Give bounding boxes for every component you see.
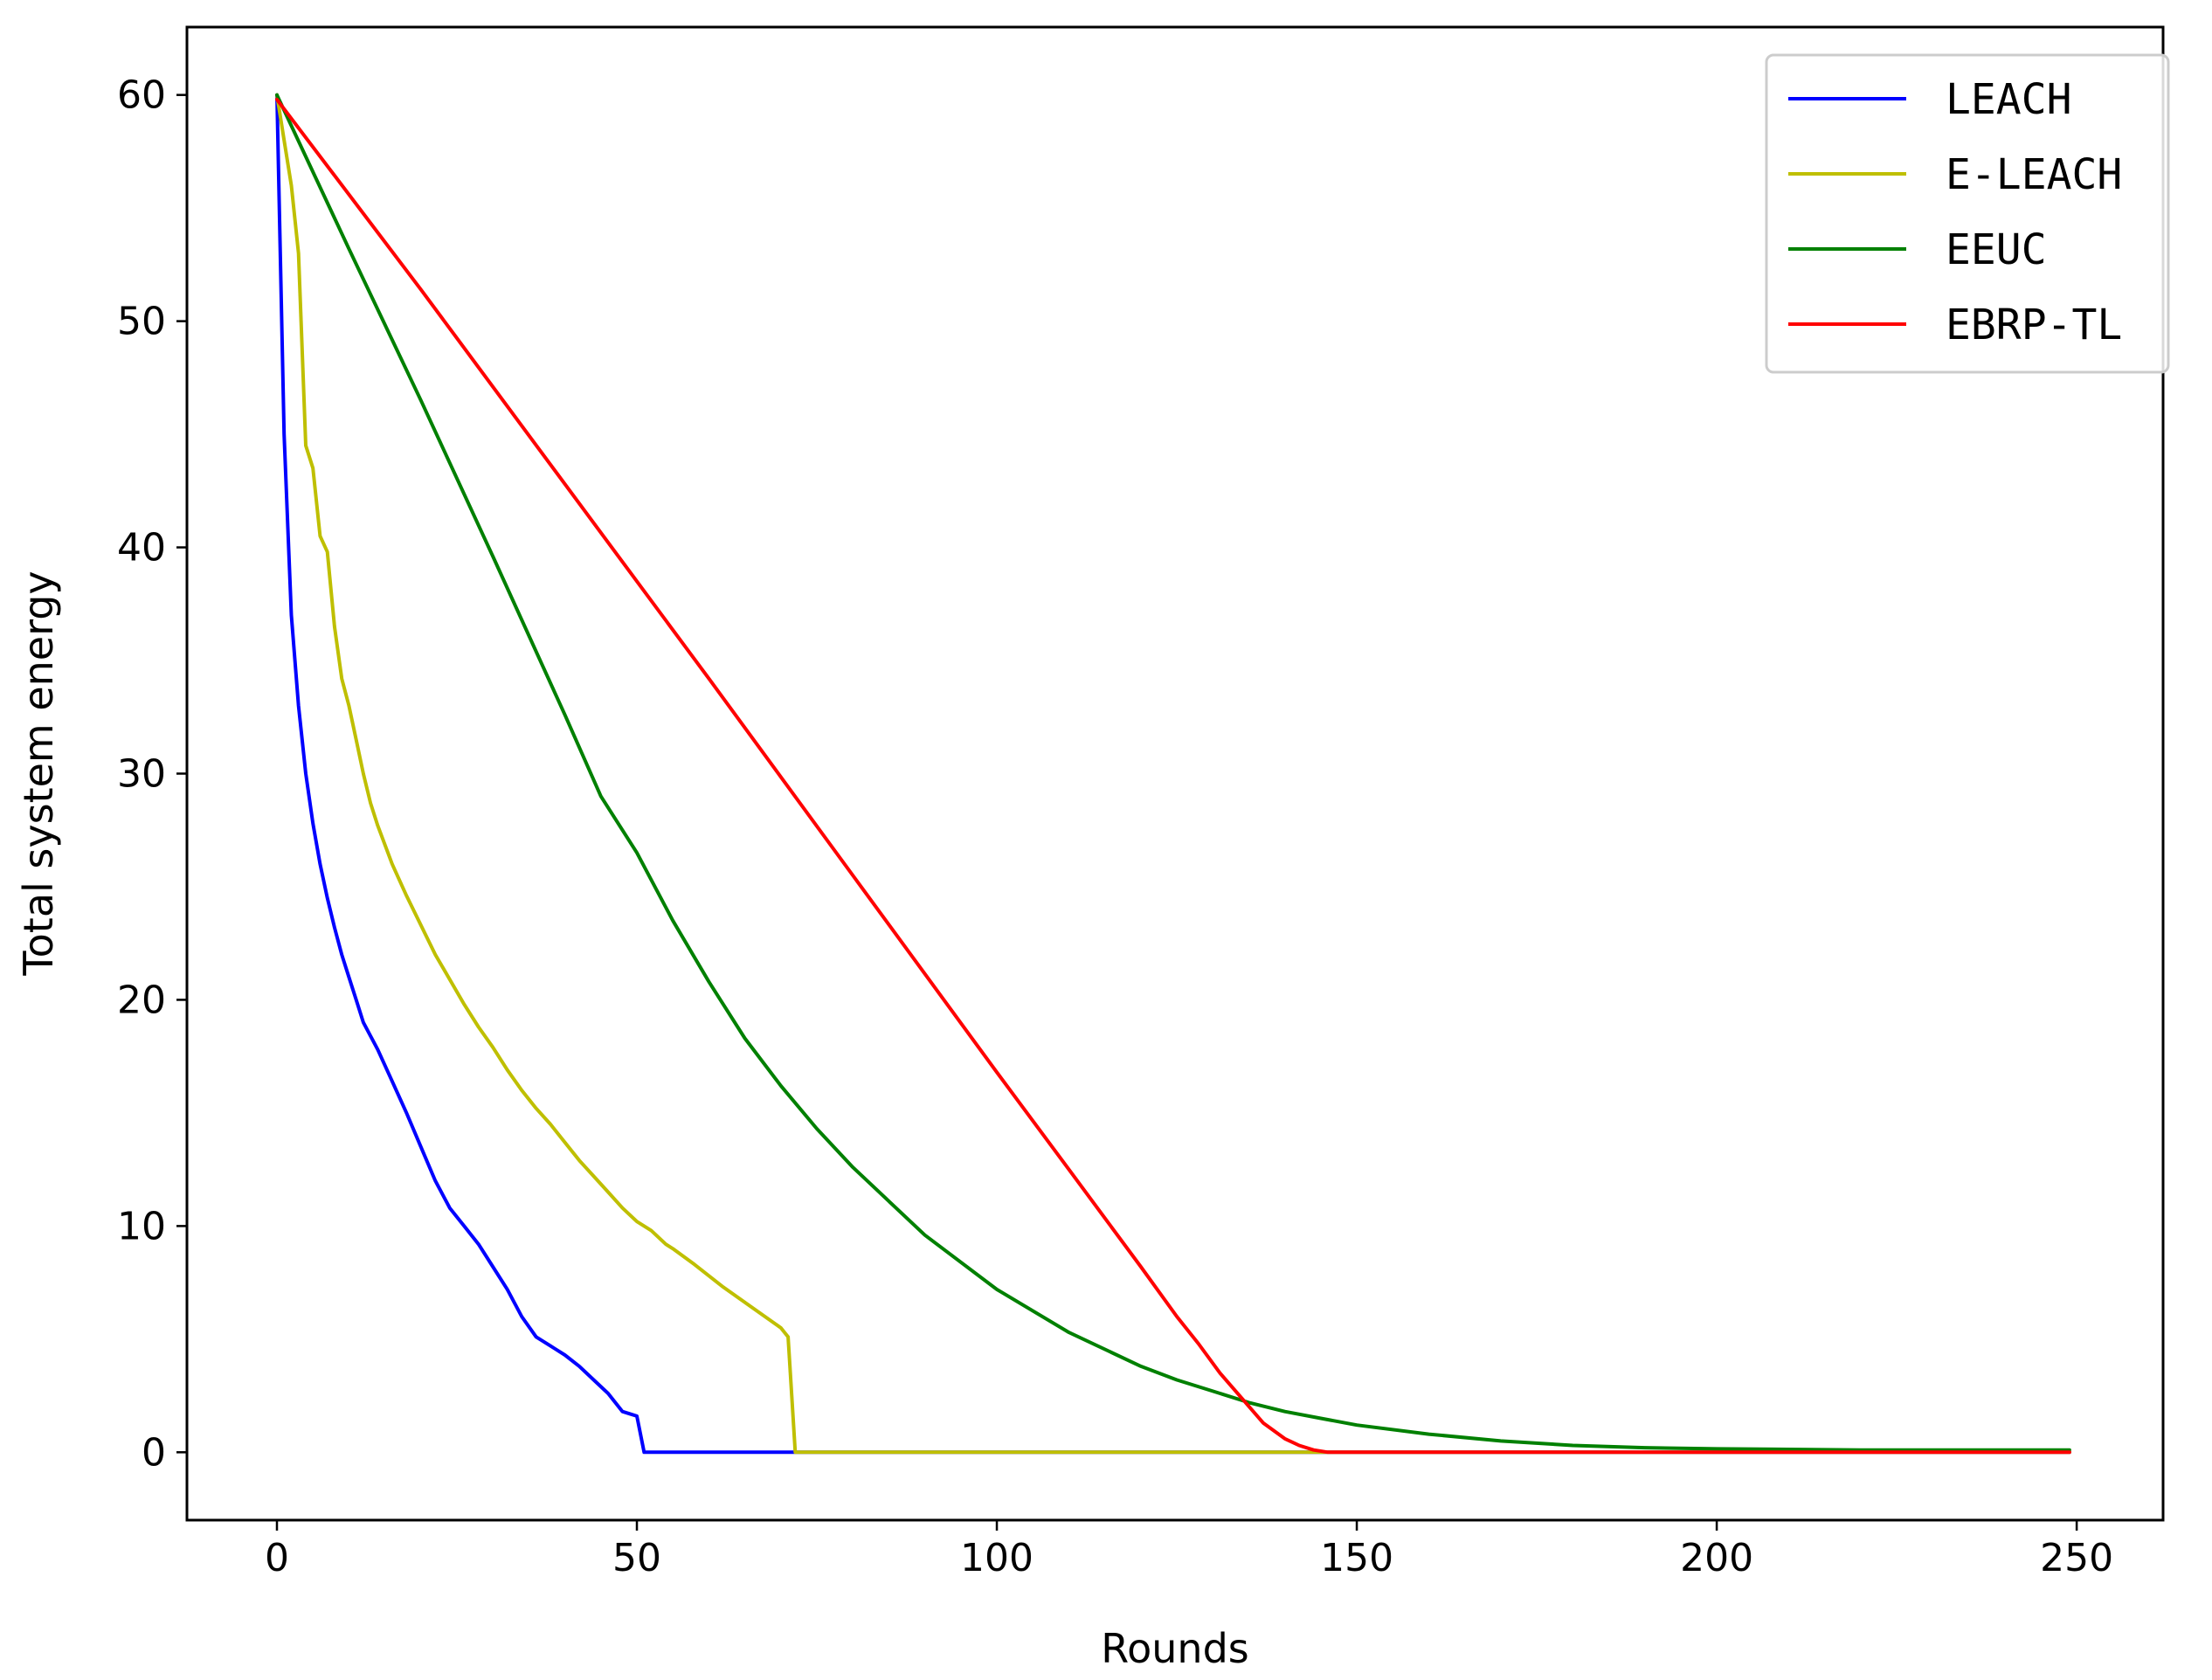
- legend-label-leach: LEACH: [1946, 75, 2072, 124]
- series-line-eeuc: [275, 93, 2071, 1452]
- x-tick-label: 50: [612, 1536, 661, 1580]
- y-tick-label: 60: [117, 73, 166, 118]
- y-tick-label: 0: [142, 1430, 166, 1475]
- x-axis-ticks: 0 50 100 150 200 250: [265, 1520, 2113, 1580]
- y-tick-label: 40: [117, 526, 166, 570]
- x-tick-label: 200: [1680, 1536, 1753, 1580]
- x-tick-label: 250: [2040, 1536, 2113, 1580]
- y-axis-ticks: 0 10 20 30 40 50 60: [117, 73, 187, 1475]
- x-tick-label: 150: [1320, 1536, 1393, 1580]
- y-tick-label: 50: [117, 300, 166, 344]
- y-tick-label: 20: [117, 978, 166, 1022]
- x-tick-label: 0: [265, 1536, 289, 1580]
- legend-label-e-leach: E-LEACH: [1946, 150, 2122, 199]
- series-line-leach: [275, 93, 2071, 1455]
- legend-label-ebrp-tl: EBRP-TL: [1946, 301, 2122, 349]
- x-tick-label: 100: [960, 1536, 1033, 1580]
- y-axis-label: Total system energy: [15, 570, 62, 976]
- y-tick-label: 10: [117, 1204, 166, 1248]
- series-lines: [275, 93, 2071, 1455]
- series-line-ebrp-tl: [275, 97, 2071, 1455]
- series-line-e-leach: [275, 93, 2071, 1455]
- legend-box: [1765, 53, 2170, 374]
- x-axis-label: Rounds: [1101, 1625, 1249, 1672]
- legend: LEACH E-LEACH EEUC EBRP-TL: [1765, 53, 2170, 374]
- y-tick-label: 30: [117, 752, 166, 797]
- legend-label-eeuc: EEUC: [1946, 225, 2047, 274]
